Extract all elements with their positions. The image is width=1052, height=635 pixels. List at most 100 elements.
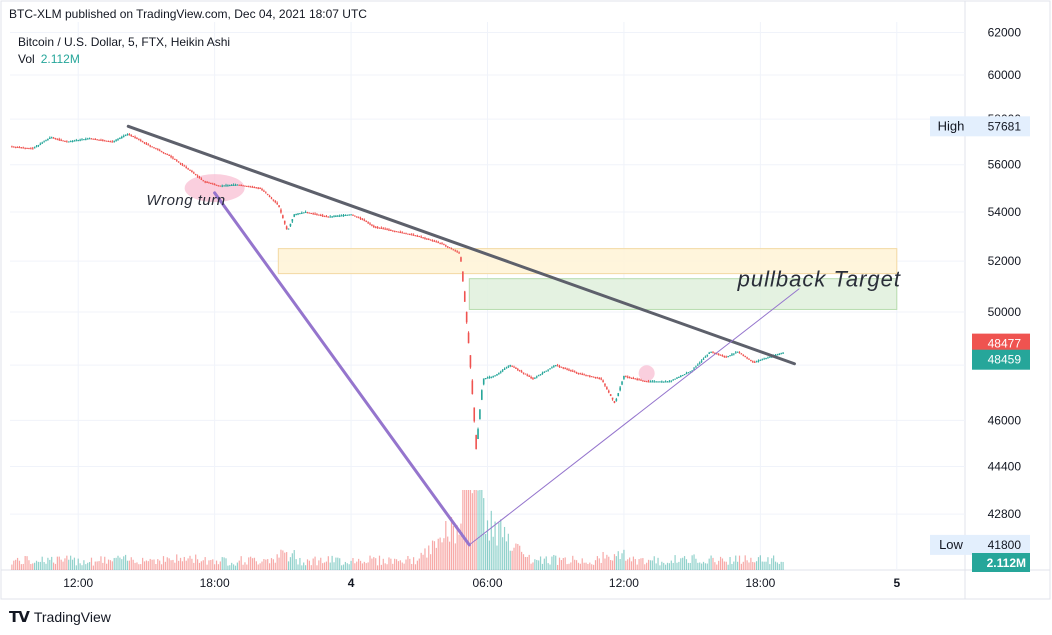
volume-bar: [388, 557, 390, 570]
volume-bar: [378, 555, 381, 570]
dip-highlight: [638, 365, 655, 382]
volume-bar: [363, 561, 365, 570]
candle-body: [410, 234, 413, 236]
candle-body: [727, 356, 729, 358]
volume-bar: [731, 563, 733, 570]
candle-body: [778, 353, 781, 355]
volume-legend-value: 2.112M: [40, 52, 80, 66]
candle-body: [204, 181, 206, 183]
price-tick-label: 54000: [988, 205, 1022, 219]
volume-bar: [365, 563, 367, 570]
volume-bar: [20, 564, 22, 570]
volume-bar: [500, 519, 502, 570]
volume-bar: [596, 556, 599, 570]
tradingview-brand[interactable]: 𝗧𝗩 TradingView: [9, 608, 111, 626]
volume-bar: [568, 563, 570, 570]
volume-bar: [450, 517, 453, 570]
candle-body: [139, 140, 142, 142]
volume-bar: [776, 562, 779, 570]
candle-body: [473, 407, 476, 422]
candle-body: [769, 356, 771, 358]
candle-body: [746, 357, 748, 359]
candle-body: [575, 372, 578, 374]
volume-bar: [409, 558, 411, 570]
volume-bar: [265, 559, 267, 570]
volume-bar: [56, 556, 58, 570]
candle-body: [645, 381, 648, 383]
volume-bar: [297, 564, 299, 570]
price-tick-label: 42800: [988, 507, 1022, 521]
candle-body: [371, 224, 373, 226]
candle-body: [386, 229, 388, 231]
volume-bar: [441, 542, 443, 570]
candle-body: [712, 352, 714, 354]
volume-bar: [60, 559, 62, 570]
volume-bar: [178, 560, 180, 570]
candle-body: [666, 381, 669, 383]
volume-bar: [18, 560, 21, 570]
volume-bar: [234, 565, 237, 570]
candle-body: [579, 373, 582, 375]
volume-bar: [727, 564, 729, 570]
volume-bar: [142, 557, 144, 570]
volume-bar: [644, 564, 646, 570]
candle-body: [230, 184, 233, 186]
candle-body: [227, 185, 229, 187]
volume-bar: [51, 556, 53, 570]
volume-bar: [250, 556, 252, 570]
volume-bar: [411, 563, 413, 570]
volume-bar: [547, 563, 549, 570]
candle-body: [607, 390, 610, 393]
candle-body: [517, 369, 519, 371]
candle-body: [319, 215, 322, 217]
volume-bar: [737, 561, 739, 570]
candle-body: [625, 376, 627, 378]
candle-body: [405, 233, 407, 235]
volume-bar: [96, 561, 98, 570]
volume-bar: [111, 561, 113, 570]
volume-bar: [312, 558, 314, 570]
volume-bar: [704, 563, 707, 570]
volume-bar: [306, 559, 309, 570]
volume-bar: [189, 555, 191, 570]
volume-bar: [689, 562, 691, 570]
volume-bar: [39, 561, 41, 570]
candle-body: [67, 141, 70, 143]
volume-bar: [195, 554, 197, 570]
candle-body: [439, 242, 441, 244]
candle-body: [602, 380, 604, 383]
volume-bar: [229, 565, 231, 570]
candle-body: [731, 354, 733, 356]
candle-body: [301, 212, 303, 214]
candle-body: [534, 377, 536, 379]
candle-body: [757, 360, 760, 362]
volume-bar: [58, 556, 60, 570]
symbol-legend: Bitcoin / U.S. Dollar, 5, FTX, Heikin As…: [18, 35, 231, 49]
volume-bar: [509, 550, 511, 570]
volume-bar: [575, 560, 578, 570]
volume-bar: [742, 561, 744, 570]
volume-bar: [594, 560, 597, 570]
low-label: 41800: [988, 538, 1022, 552]
volume-bar: [422, 554, 424, 570]
volume-bar: [329, 562, 331, 570]
volume-bar: [507, 533, 509, 570]
candle-body: [344, 215, 347, 217]
volume-bar: [242, 564, 244, 570]
volume-bar: [433, 541, 436, 570]
volume-bar: [630, 561, 633, 570]
candle-body: [283, 220, 286, 224]
candle-body: [689, 371, 692, 373]
candle-body: [323, 215, 326, 217]
candle-body: [12, 146, 15, 148]
candle-body: [192, 172, 195, 174]
volume-bar: [214, 564, 216, 570]
candle-body: [395, 231, 398, 233]
volume-bar: [723, 561, 725, 570]
published-line: BTC-XLM published on TradingView.com, De…: [9, 7, 367, 21]
volume-bar: [371, 558, 373, 570]
candle-body: [111, 141, 114, 143]
volume-bar: [308, 560, 310, 570]
volume-bar: [301, 565, 303, 570]
